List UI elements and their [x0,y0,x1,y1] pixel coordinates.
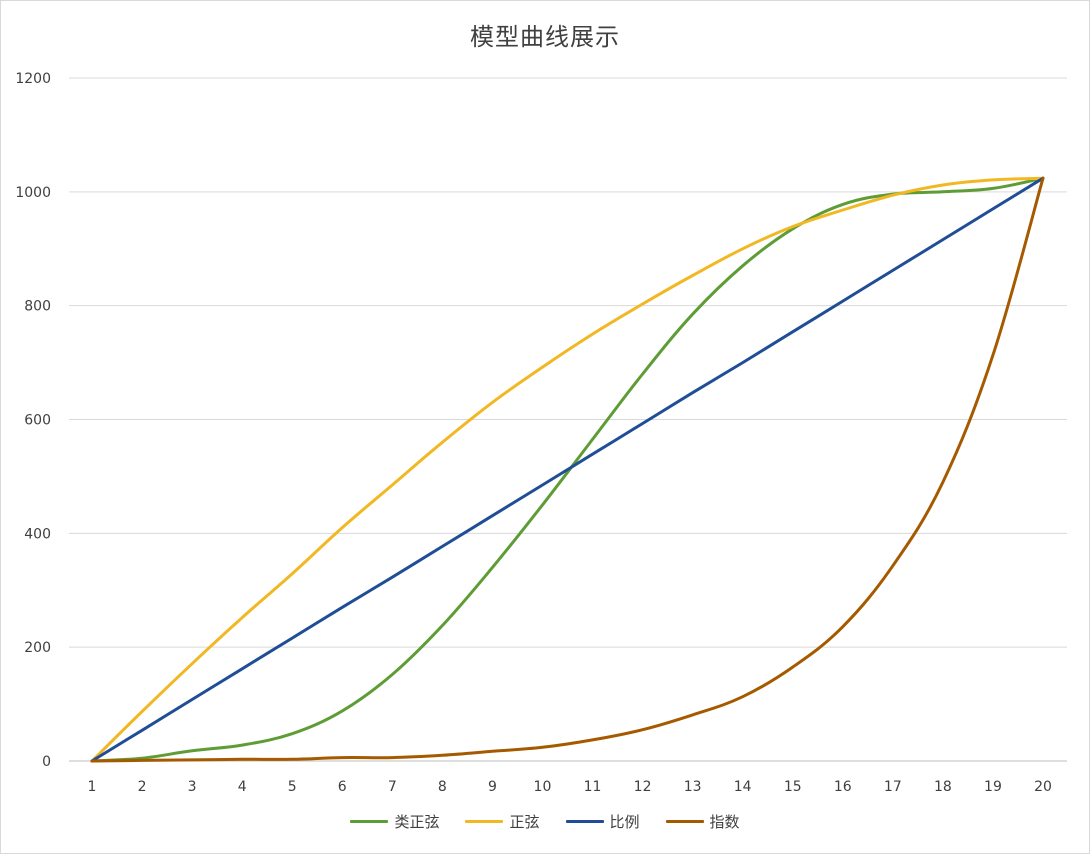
legend-item: 指数 [665,811,740,832]
series-line-3 [90,176,1045,763]
y-tick-label: 400 [24,526,51,542]
y-tick-label: 0 [42,754,51,770]
x-tick-label: 19 [984,779,1002,795]
x-tick-label: 6 [338,779,347,795]
x-tick-label: 1 [88,779,97,795]
grid-lines [69,77,1067,762]
x-tick-label: 7 [388,779,397,795]
x-tick-label: 3 [188,779,197,795]
x-tick-label: 5 [288,779,297,795]
x-tick-label: 4 [238,779,247,795]
y-tick-label: 800 [24,299,51,315]
legend-swatch [665,820,704,823]
x-tick-label: 18 [934,779,952,795]
legend: 类正弦 正弦 比例 指数 [1,811,1089,832]
legend-label: 比例 [609,813,640,831]
legend-label: 正弦 [509,813,540,831]
series-line-2 [90,176,1045,763]
x-tick-label: 11 [584,779,602,795]
y-axis-ticks: 0 200 400 600 800 1000 1200 [15,71,51,770]
x-tick-label: 8 [438,779,447,795]
x-tick-label: 12 [634,779,652,795]
x-tick-label: 20 [1034,779,1052,795]
series-lines [90,176,1045,763]
y-tick-label: 600 [24,413,51,429]
legend-swatch [350,820,389,823]
y-tick-label: 1200 [15,71,51,87]
x-tick-label: 15 [784,779,802,795]
x-tick-label: 10 [534,779,552,795]
x-tick-label: 13 [684,779,702,795]
legend-label: 指数 [709,813,740,831]
x-tick-label: 14 [734,779,752,795]
y-tick-label: 200 [24,640,51,656]
y-tick-label: 1000 [15,185,51,201]
series-line-4 [90,176,1045,763]
x-tick-label: 16 [834,779,852,795]
legend-label: 类正弦 [394,813,440,831]
x-tick-label: 9 [488,779,497,795]
x-axis-ticks: 1 2 3 4 5 6 7 8 9 10 11 12 13 14 15 16 17 18 19 20 [88,779,1052,795]
legend-item: 类正弦 [350,811,439,832]
x-tick-label: 2 [138,779,147,795]
x-tick-label: 17 [884,779,902,795]
legend-item: 正弦 [465,811,540,832]
chart-title: 模型曲线展示 [470,23,620,51]
legend-swatch [465,820,504,823]
legend-swatch [565,820,604,823]
legend-item: 比例 [565,811,640,832]
